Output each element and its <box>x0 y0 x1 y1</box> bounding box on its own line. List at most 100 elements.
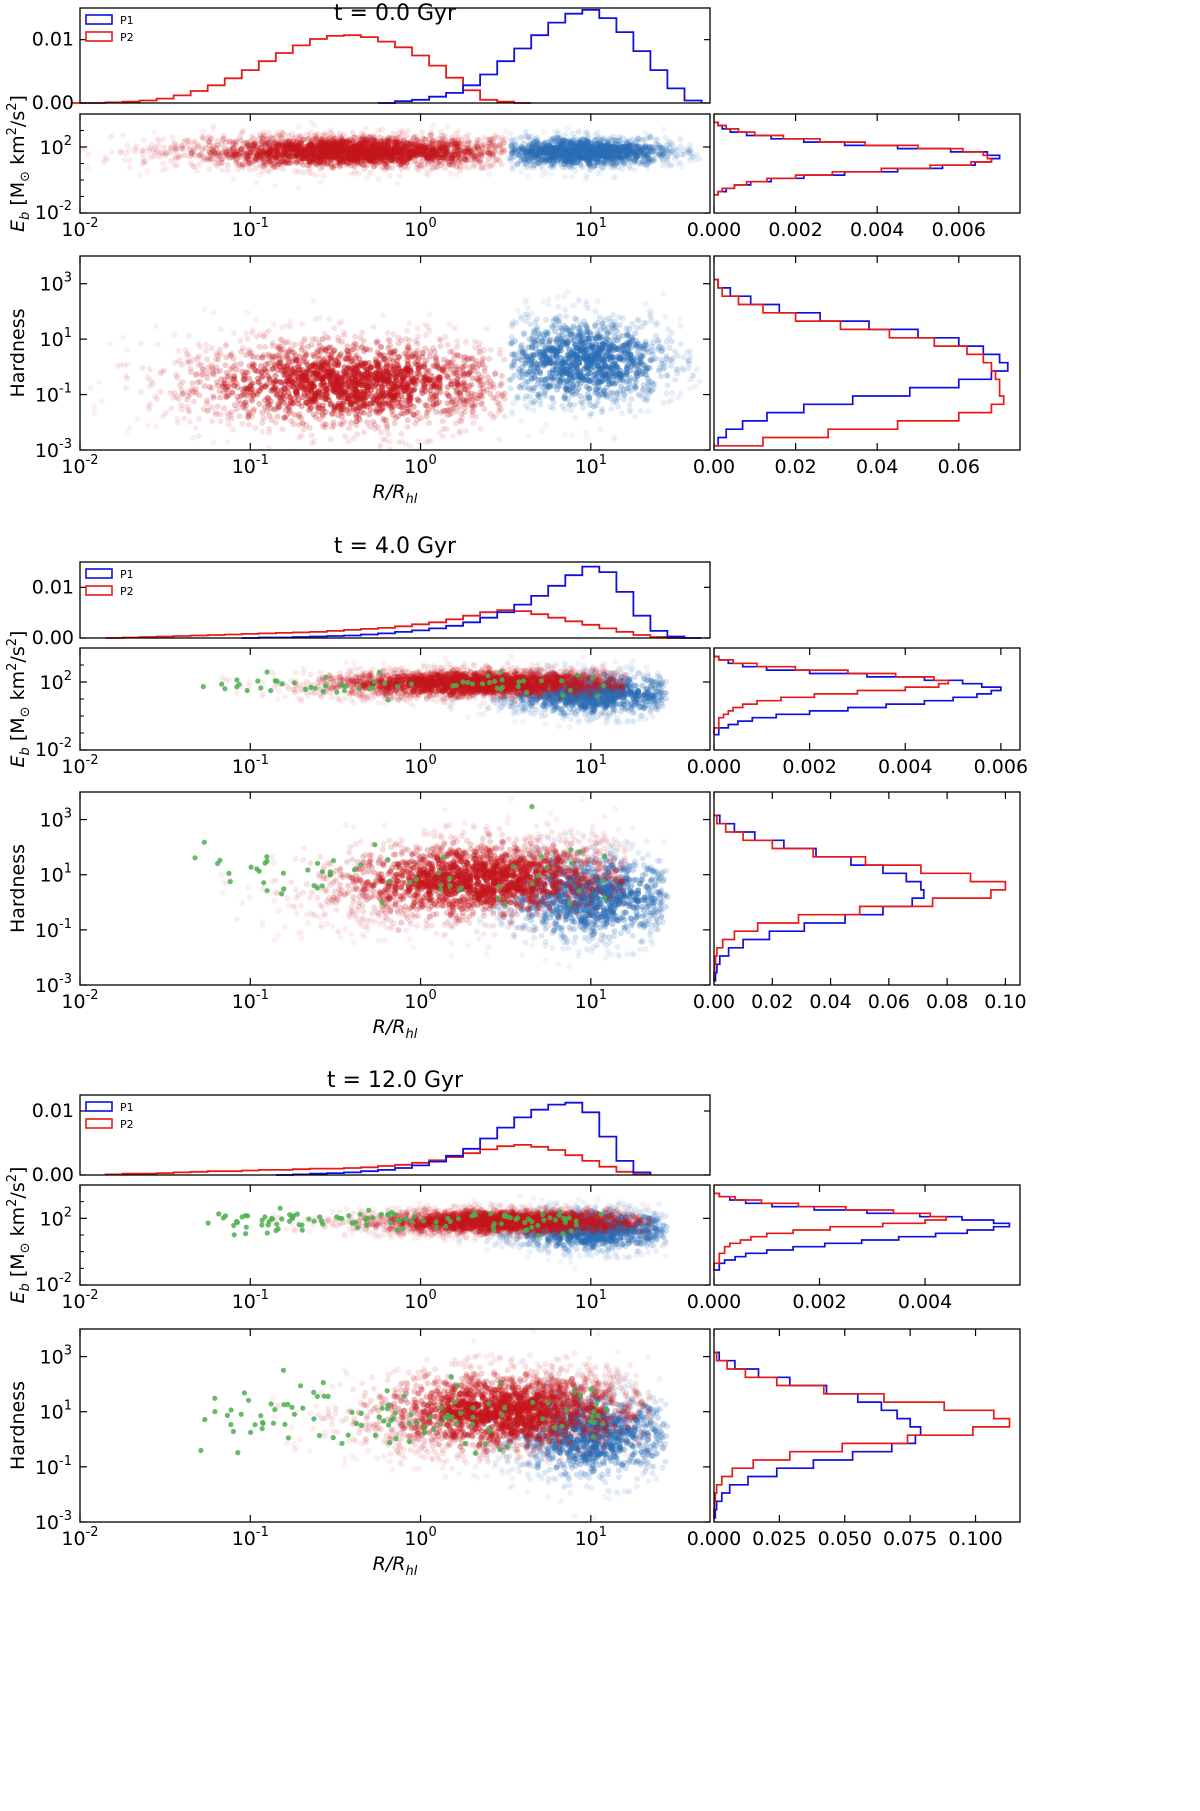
p2-scatter-point <box>199 134 206 141</box>
p2-scatter-point <box>385 336 392 343</box>
p2-scatter-point <box>458 137 465 144</box>
p2-scatter-point <box>501 356 508 363</box>
p2-scatter-point <box>329 368 335 375</box>
p2-scatter-point <box>422 144 428 151</box>
p2-scatter-point <box>335 151 342 158</box>
p2-scatter-point <box>278 129 285 136</box>
p2-scatter-point <box>335 337 342 344</box>
p2-scatter-point <box>430 147 437 154</box>
p2-scatter-point <box>377 344 384 350</box>
p2-scatter-point <box>341 143 348 149</box>
p2-scatter-point <box>152 323 159 330</box>
p2-scatter-point <box>226 154 233 161</box>
p2-scatter-point <box>455 143 461 150</box>
p2-scatter-point <box>445 141 452 148</box>
p2-scatter-point <box>425 154 432 161</box>
p2-scatter-point <box>295 157 302 164</box>
p2-scatter-point <box>225 151 232 158</box>
p2-scatter-point <box>471 403 478 410</box>
p1-scatter-point <box>525 433 532 440</box>
p2-scatter-point <box>255 148 262 155</box>
p2-scatter-point <box>458 410 465 417</box>
p2-scatter-point <box>389 154 396 160</box>
p2-scatter-point <box>279 142 286 149</box>
p2-scatter-point <box>324 152 330 159</box>
p2-scatter-point <box>259 134 266 141</box>
p2-scatter-point <box>249 133 256 140</box>
p1-scatter-point <box>626 401 633 408</box>
p2-scatter-point <box>308 432 315 439</box>
p2-scatter-point <box>274 141 281 148</box>
p2-scatter-point <box>141 137 148 143</box>
p2-scatter-point <box>421 153 427 159</box>
p2-scatter-point <box>277 336 284 343</box>
p2-scatter-point <box>205 139 212 146</box>
p2-scatter-point <box>406 154 413 161</box>
p2-scatter-point <box>437 154 444 161</box>
p2-scatter-point <box>489 141 496 148</box>
p2-scatter-point <box>429 147 436 154</box>
p2-scatter-point <box>444 123 451 130</box>
p2-scatter-point <box>210 152 217 159</box>
p2-scatter-point <box>483 325 490 332</box>
p2-scatter-point <box>448 157 455 164</box>
p2-scatter-point <box>262 147 269 154</box>
p2-scatter-point <box>485 149 492 156</box>
p2-scatter-point <box>434 360 440 367</box>
p2-scatter-point <box>126 165 133 171</box>
p2-scatter-point <box>341 332 347 339</box>
p2-scatter-point <box>442 333 449 340</box>
p2-scatter-point <box>491 371 498 378</box>
p2-scatter-point <box>447 170 454 177</box>
p1-scatter-point <box>619 315 626 322</box>
p2-scatter-point <box>361 165 368 172</box>
p2-scatter-point <box>480 388 487 395</box>
p2-scatter-point <box>190 140 197 147</box>
p2-scatter-point <box>395 139 401 146</box>
p2-scatter-point <box>272 147 279 154</box>
p2-scatter-point <box>442 150 449 157</box>
p2-scatter-point <box>185 357 192 364</box>
p2-scatter-point <box>292 142 299 149</box>
p1-scatter-point <box>575 129 582 136</box>
p2-scatter-point <box>393 136 400 143</box>
p2-scatter-point <box>397 155 404 162</box>
p2-scatter-point <box>436 140 443 147</box>
p2-scatter-point <box>294 373 301 380</box>
p2-scatter-point <box>317 135 324 142</box>
p2-scatter-point <box>396 172 403 179</box>
p2-scatter-point <box>447 155 453 162</box>
p2-scatter-point <box>424 149 431 156</box>
p2-scatter-point <box>159 167 166 174</box>
p2-scatter-point <box>230 145 236 152</box>
p2-scatter-point <box>178 142 185 149</box>
p2-scatter-point <box>356 465 362 471</box>
p2-scatter-point <box>417 149 424 156</box>
p2-scatter-point <box>263 136 270 143</box>
p2-scatter-point <box>414 142 421 149</box>
p2-scatter-point <box>336 130 343 137</box>
p2-scatter-point <box>372 140 379 147</box>
p1-scatter-point <box>536 145 543 152</box>
p2-scatter-point <box>491 148 498 155</box>
p1-scatter-point <box>609 160 616 167</box>
p2-scatter-point <box>186 418 193 425</box>
p2-scatter-point <box>125 147 132 153</box>
p2-scatter-point <box>449 155 456 162</box>
p2-scatter-point <box>205 156 212 163</box>
p2-scatter-point <box>317 138 324 145</box>
p2-scatter-point <box>306 169 312 176</box>
p1-scatter-point <box>522 159 529 166</box>
p2-scatter-point <box>477 165 484 172</box>
p2-scatter-point <box>266 429 272 436</box>
p1-scatter-point <box>612 155 619 162</box>
p2-scatter-point <box>435 146 442 153</box>
p2-scatter-point <box>195 142 202 149</box>
p2-scatter-point <box>446 158 453 165</box>
p2-scatter-point <box>160 160 166 167</box>
p2-scatter-point <box>280 152 287 158</box>
p2-scatter-point <box>485 149 492 156</box>
p2-scatter-point <box>279 139 286 146</box>
p2-scatter-point <box>233 157 240 164</box>
p2-scatter-point <box>418 143 424 150</box>
